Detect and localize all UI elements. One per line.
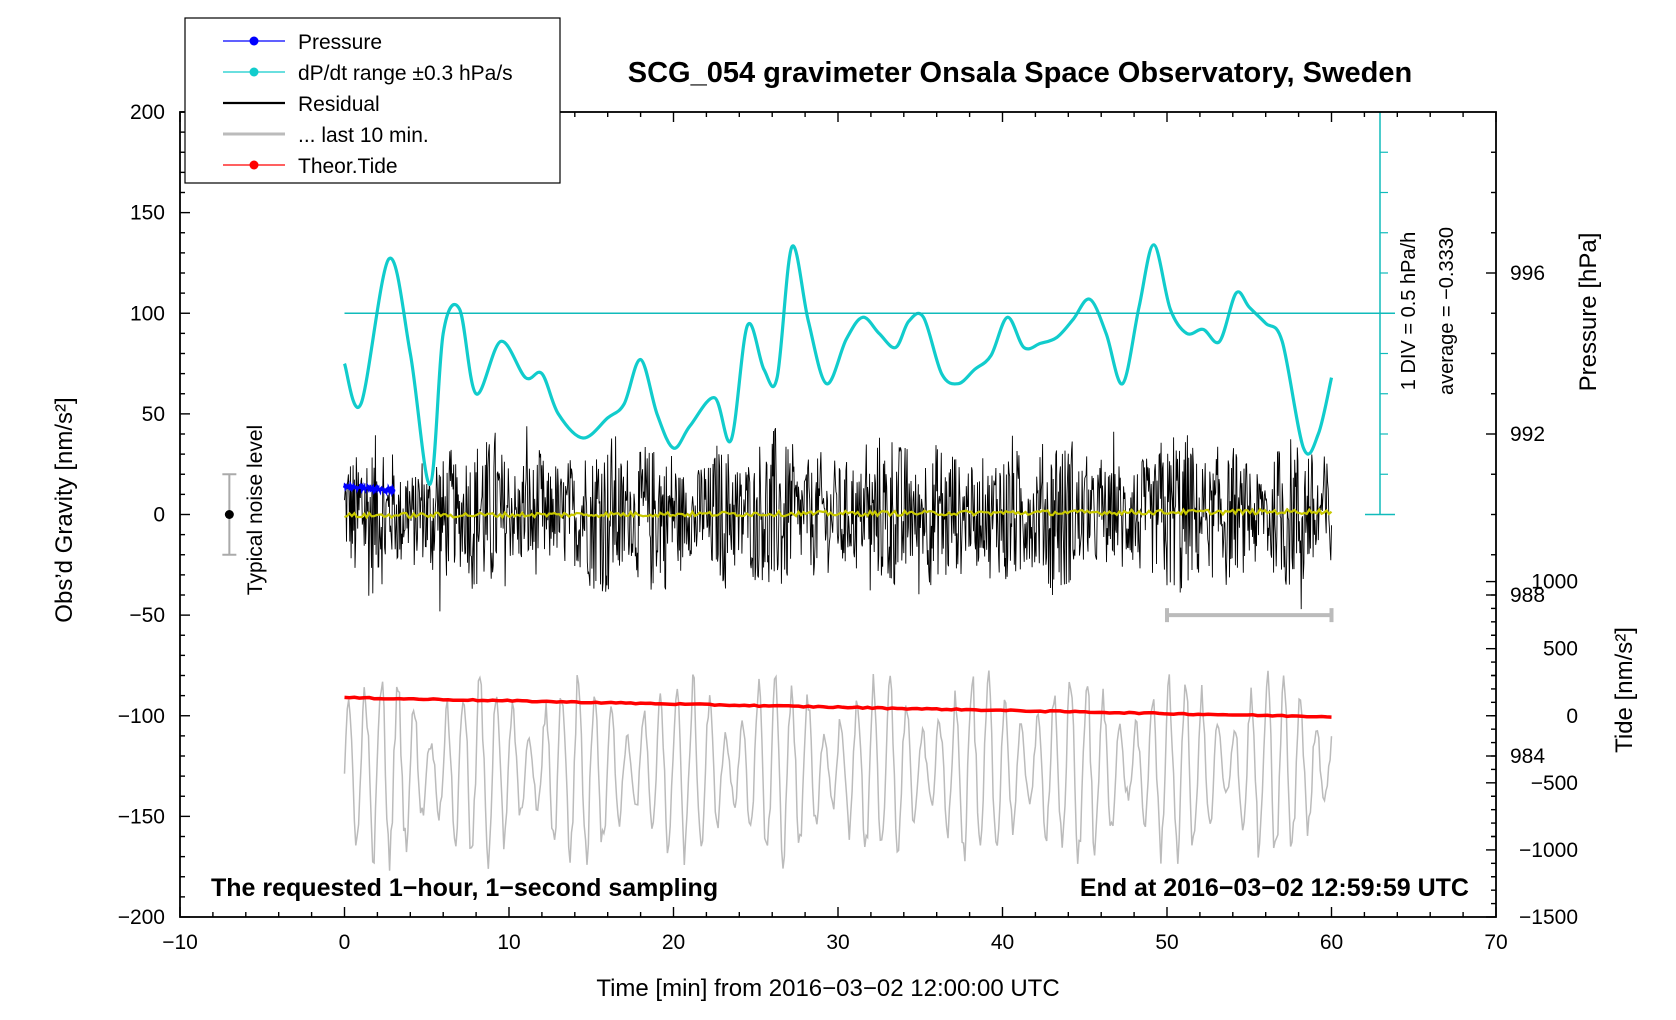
pressure-tick-label: 992 — [1510, 423, 1545, 446]
legend-swatch-marker — [249, 67, 259, 77]
chart-marks: −10 0 10 20 30 40 50 60 70200150100500−50−100−15… — [118, 17, 1578, 954]
noise-level-label: Typical noise level — [244, 425, 267, 595]
chart-title: SCG_054 gravimeter Onsala Space Observat… — [628, 57, 1412, 89]
x-tick-label: 0 — [339, 931, 351, 954]
tide-axis-label: Tide [nm/s²] — [1611, 627, 1638, 753]
x-tick-label: 60 — [1320, 931, 1343, 954]
x-tick-label: 50 — [1155, 931, 1178, 954]
y-tick-label: −150 — [118, 805, 165, 828]
x-tick-label: 40 — [991, 931, 1014, 954]
pressure-tick-label: 996 — [1510, 262, 1545, 285]
last-10-min-series-line — [343, 670, 1333, 871]
legend-entry-label: Pressure — [298, 31, 382, 54]
end-time-annotation: End at 2016−03−02 12:59:59 UTC — [1080, 874, 1469, 902]
x-tick-label: 30 — [826, 931, 849, 954]
tide-tick-label: −500 — [1531, 772, 1578, 795]
pressure-series-line — [343, 480, 396, 498]
y-axis-label: Obs’d Gravity [nm/s²] — [51, 397, 78, 622]
legend-entry-label: ... last 10 min. — [298, 124, 429, 147]
dpdt-division-label: 1 DIV = 0.5 hPa/h — [1398, 232, 1420, 390]
pressure-tick-label: 984 — [1510, 745, 1545, 768]
y-tick-label: 50 — [142, 403, 165, 426]
legend-swatch-marker — [249, 36, 259, 46]
tide-tick-label: 500 — [1543, 638, 1578, 661]
x-tick-label: −10 — [162, 931, 198, 954]
tide-tick-label: −1000 — [1519, 839, 1578, 862]
y-tick-label: −100 — [118, 705, 165, 728]
dpdt-average-label: average = −0.3330 — [1436, 227, 1458, 395]
x-tick-label: 20 — [662, 931, 685, 954]
x-tick-label: 10 — [497, 931, 520, 954]
y-tick-label: 100 — [130, 302, 165, 325]
tide-tick-label: 0 — [1566, 705, 1578, 728]
y-tick-label: −200 — [118, 906, 165, 929]
legend-entry-label: Residual — [298, 93, 380, 116]
legend-swatch-marker — [249, 160, 259, 170]
noise-errorbar-point — [224, 510, 234, 519]
dpdt-series-line — [342, 243, 1334, 486]
sampling-annotation: The requested 1−hour, 1−second sampling — [211, 874, 718, 902]
x-tick-label: 70 — [1484, 931, 1507, 954]
y-tick-label: −50 — [129, 604, 165, 627]
pressure-tick-label: 988 — [1510, 584, 1545, 607]
residual-series-line — [344, 426, 1332, 612]
legend-entry-label: dP/dt range ±0.3 hPa/s — [298, 62, 513, 85]
legend-entry-label: Theor.Tide — [298, 155, 398, 178]
y-tick-label: 0 — [153, 504, 165, 527]
x-axis-label: Time [min] from 2016−03−02 12:00:00 UTC — [596, 975, 1059, 1002]
tide-tick-label: −1500 — [1519, 906, 1578, 929]
pressure-axis-label: Pressure [hPa] — [1575, 233, 1602, 392]
tide-tick-label: 1000 — [1531, 571, 1578, 594]
residual-mean-line — [344, 507, 1333, 520]
legend-box — [184, 17, 561, 184]
theor-tide-series-line — [344, 695, 1332, 719]
y-tick-label: 200 — [130, 101, 165, 124]
y-tick-label: 150 — [130, 202, 165, 225]
